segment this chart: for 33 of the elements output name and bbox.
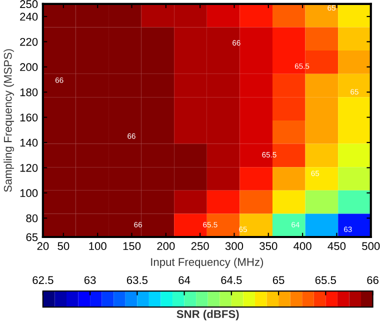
color-bar-label: 63.5: [126, 276, 148, 284]
color-bar-label: 64: [178, 276, 190, 284]
y-tick-label: 180: [20, 88, 38, 96]
y-axis-title: Sampling Frequency (MSPS): [4, 49, 14, 192]
x-tick-label: 500: [362, 242, 380, 250]
x-tick-label: 450: [328, 242, 346, 250]
x-tick-label: 300: [225, 242, 244, 250]
y-tick-label: 80: [26, 214, 38, 222]
x-tick-label: 250: [191, 242, 209, 250]
y-tick-label: 120: [20, 164, 38, 172]
x-tick-label: 400: [294, 242, 312, 250]
y-tick-label: 240: [20, 12, 38, 21]
y-tick-label: 220: [20, 38, 38, 46]
y-tick-label: 160: [20, 114, 38, 122]
color-bar-label: 64.5: [221, 276, 242, 284]
y-tick-label: 65: [26, 233, 38, 242]
x-axis-title: Input Frequency (MHz): [151, 258, 264, 268]
x-tick-label: 50: [58, 242, 70, 250]
x-tick-label: 150: [123, 242, 141, 250]
x-tick-label: 350: [260, 242, 278, 250]
color-bar-label: 65: [272, 276, 284, 284]
y-tick-label: 250: [20, 0, 38, 8]
y-tick-label: 140: [20, 138, 38, 147]
y-tick-label: 200: [20, 63, 38, 72]
x-tick-label: 20: [37, 242, 49, 250]
color-bar-label: 62.5: [32, 276, 54, 284]
x-tick-label: 100: [89, 242, 106, 250]
y-tick-label: 100: [20, 189, 38, 198]
color-bar-label: 65.5: [315, 276, 336, 284]
color-bar-label: 63: [84, 276, 96, 284]
color-bar-title: SNR (dBFS): [176, 310, 239, 320]
color-bar-label: 66: [367, 276, 378, 284]
x-tick-label: 200: [157, 242, 175, 250]
